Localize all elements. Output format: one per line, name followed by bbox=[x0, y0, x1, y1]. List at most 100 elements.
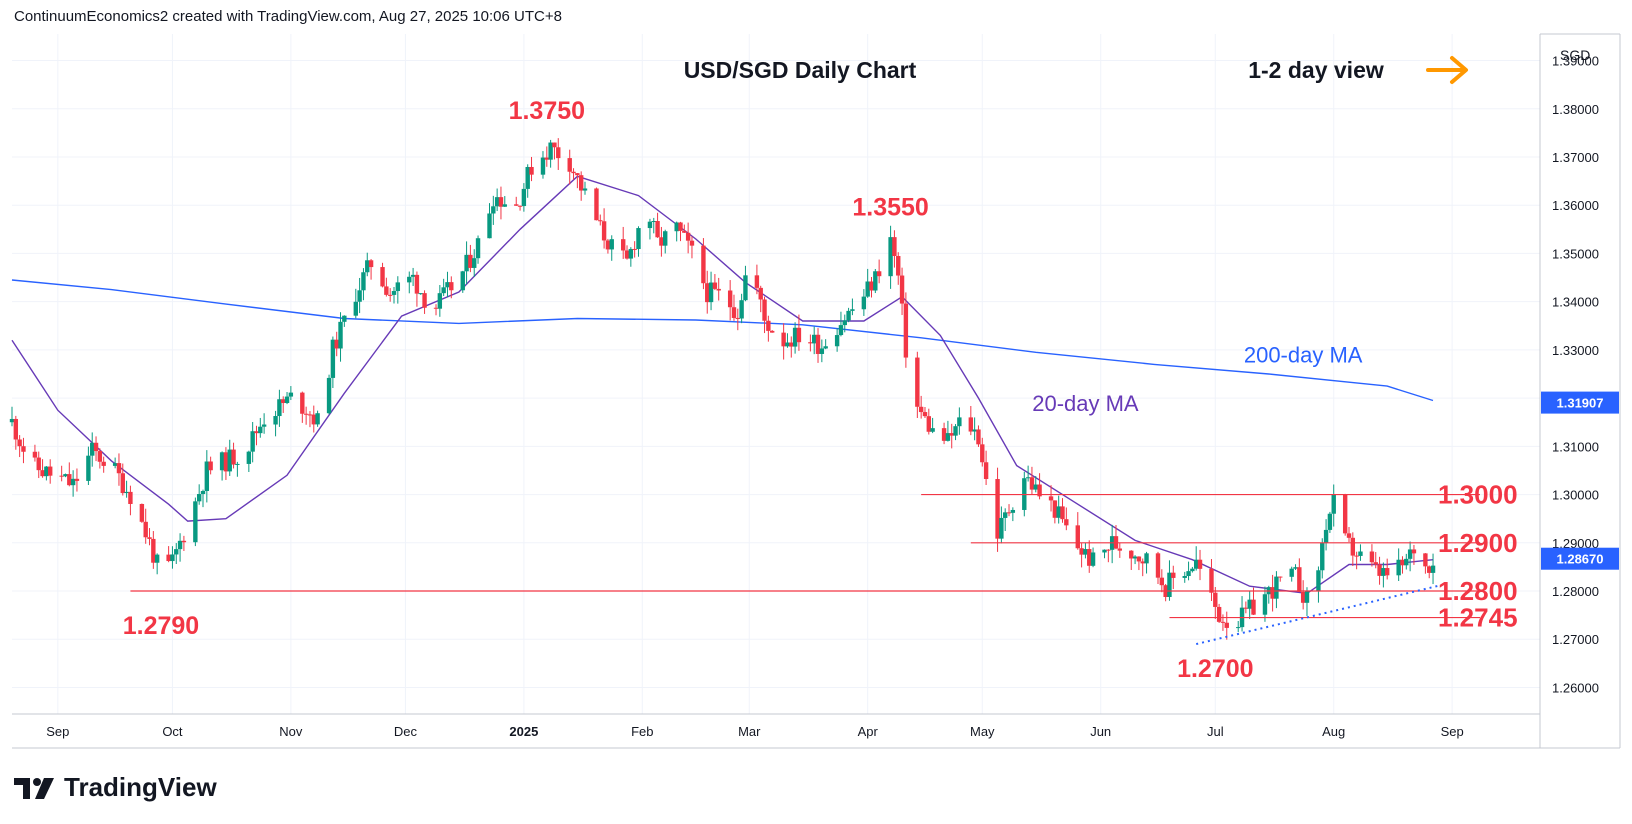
candle-body bbox=[1385, 568, 1390, 576]
candle-body bbox=[36, 457, 41, 471]
price-tick-label: 1.38000 bbox=[1552, 102, 1599, 117]
candle-body bbox=[708, 282, 714, 303]
level-label: 1.2900 bbox=[1438, 528, 1518, 558]
candle-body bbox=[1350, 537, 1356, 556]
candle-body bbox=[609, 239, 614, 250]
candle-body bbox=[1346, 533, 1352, 538]
price-tick-label: 1.33000 bbox=[1552, 343, 1599, 358]
candle-body bbox=[151, 538, 156, 563]
candle-body bbox=[261, 424, 267, 427]
candle-body bbox=[410, 274, 416, 277]
price-badges: 1.31907 1.28670 bbox=[1541, 391, 1619, 570]
candle-body bbox=[491, 206, 496, 214]
candle-body bbox=[112, 463, 118, 466]
tradingview-logo[interactable]: TradingView bbox=[14, 772, 217, 803]
candle-body bbox=[1209, 568, 1214, 593]
candle-body bbox=[422, 293, 427, 308]
candle-body bbox=[888, 237, 893, 277]
candle-body bbox=[712, 282, 718, 289]
candle-body bbox=[922, 412, 928, 417]
candle-body bbox=[63, 474, 68, 477]
candle-body bbox=[1155, 553, 1161, 578]
candle-body bbox=[953, 426, 958, 436]
candle-body bbox=[571, 171, 576, 174]
candle-body bbox=[1427, 566, 1432, 573]
candle-body bbox=[258, 426, 263, 434]
candle-body bbox=[915, 357, 920, 407]
candle-body bbox=[353, 301, 358, 316]
candle-body bbox=[1262, 594, 1268, 615]
candle-body bbox=[689, 240, 695, 246]
candle-body bbox=[311, 414, 316, 425]
candle-body bbox=[128, 491, 133, 504]
price-axis-ticks: 1.39000 1.38000 1.37000 1.36000 1.35000 1.340… bbox=[1552, 54, 1599, 696]
candle-body bbox=[1354, 555, 1359, 557]
time-tick-label: Sep bbox=[1441, 724, 1464, 739]
candlestick-series bbox=[9, 138, 1436, 640]
candle-body bbox=[460, 271, 465, 291]
candle-body bbox=[1079, 548, 1084, 555]
annotation-label: 20-day MA bbox=[1032, 391, 1139, 416]
tradingview-wordmark: TradingView bbox=[64, 772, 217, 802]
time-tick-label: Aug bbox=[1322, 724, 1345, 739]
candle-body bbox=[980, 444, 985, 463]
20-day-ma-line bbox=[11, 175, 1434, 595]
candle-body bbox=[307, 414, 313, 416]
price-tick-label: 1.36000 bbox=[1552, 198, 1599, 213]
annotation-label: 1.2790 bbox=[123, 612, 199, 640]
candle-body bbox=[433, 307, 439, 309]
candle-body bbox=[624, 250, 630, 259]
candle-body bbox=[812, 334, 817, 344]
candle-body bbox=[154, 554, 160, 563]
candle-body bbox=[968, 417, 974, 432]
candle-body bbox=[116, 463, 122, 474]
candle-body bbox=[598, 220, 603, 222]
annotation-label: 1.2700 bbox=[1177, 655, 1253, 683]
time-tick-label: Feb bbox=[631, 724, 653, 739]
candle-body bbox=[284, 396, 290, 404]
time-tick-label: Apr bbox=[858, 724, 879, 739]
candle-body bbox=[1274, 576, 1279, 599]
candle-body bbox=[281, 399, 286, 404]
candle-body bbox=[1278, 576, 1283, 578]
price-tick-label: 1.26000 bbox=[1552, 680, 1599, 695]
candle-body bbox=[1373, 562, 1378, 565]
candle-body bbox=[330, 339, 336, 378]
candle-body bbox=[1182, 576, 1187, 578]
candle-body bbox=[789, 342, 794, 347]
candle-body bbox=[808, 342, 813, 344]
candle-body bbox=[273, 416, 278, 425]
candle-body bbox=[1117, 548, 1122, 551]
candle-body bbox=[193, 501, 198, 543]
candle-body bbox=[338, 321, 343, 349]
time-axis-ticks: Sep Oct Nov Dec 2025 Feb Mar Apr May Jun Jul Aug Sep bbox=[46, 724, 1463, 739]
candle-body bbox=[368, 260, 374, 268]
candle-body bbox=[685, 232, 691, 241]
candle-body bbox=[365, 260, 370, 273]
candle-body bbox=[334, 339, 339, 349]
candle-body bbox=[32, 451, 38, 458]
candle-body bbox=[785, 342, 790, 347]
candle-body bbox=[983, 462, 989, 480]
candle-body bbox=[1090, 552, 1096, 566]
candle-body bbox=[120, 473, 125, 494]
candle-body bbox=[468, 254, 473, 268]
candle-body bbox=[521, 188, 527, 207]
candle-body bbox=[487, 213, 492, 239]
candle-body bbox=[13, 418, 19, 440]
candle-body bbox=[1400, 559, 1405, 566]
candle-body bbox=[384, 286, 389, 295]
time-tick-label: May bbox=[970, 724, 995, 739]
candle-body bbox=[1102, 549, 1107, 553]
candle-body bbox=[97, 451, 103, 462]
candle-body bbox=[1144, 553, 1149, 564]
candle-body bbox=[288, 392, 294, 397]
candle-body bbox=[1075, 525, 1080, 549]
candle-body bbox=[941, 428, 947, 441]
candle-body bbox=[1056, 506, 1061, 518]
candle-body bbox=[70, 478, 76, 486]
candle-body bbox=[449, 282, 454, 291]
candle-body bbox=[1213, 592, 1218, 607]
candle-body bbox=[441, 287, 446, 294]
